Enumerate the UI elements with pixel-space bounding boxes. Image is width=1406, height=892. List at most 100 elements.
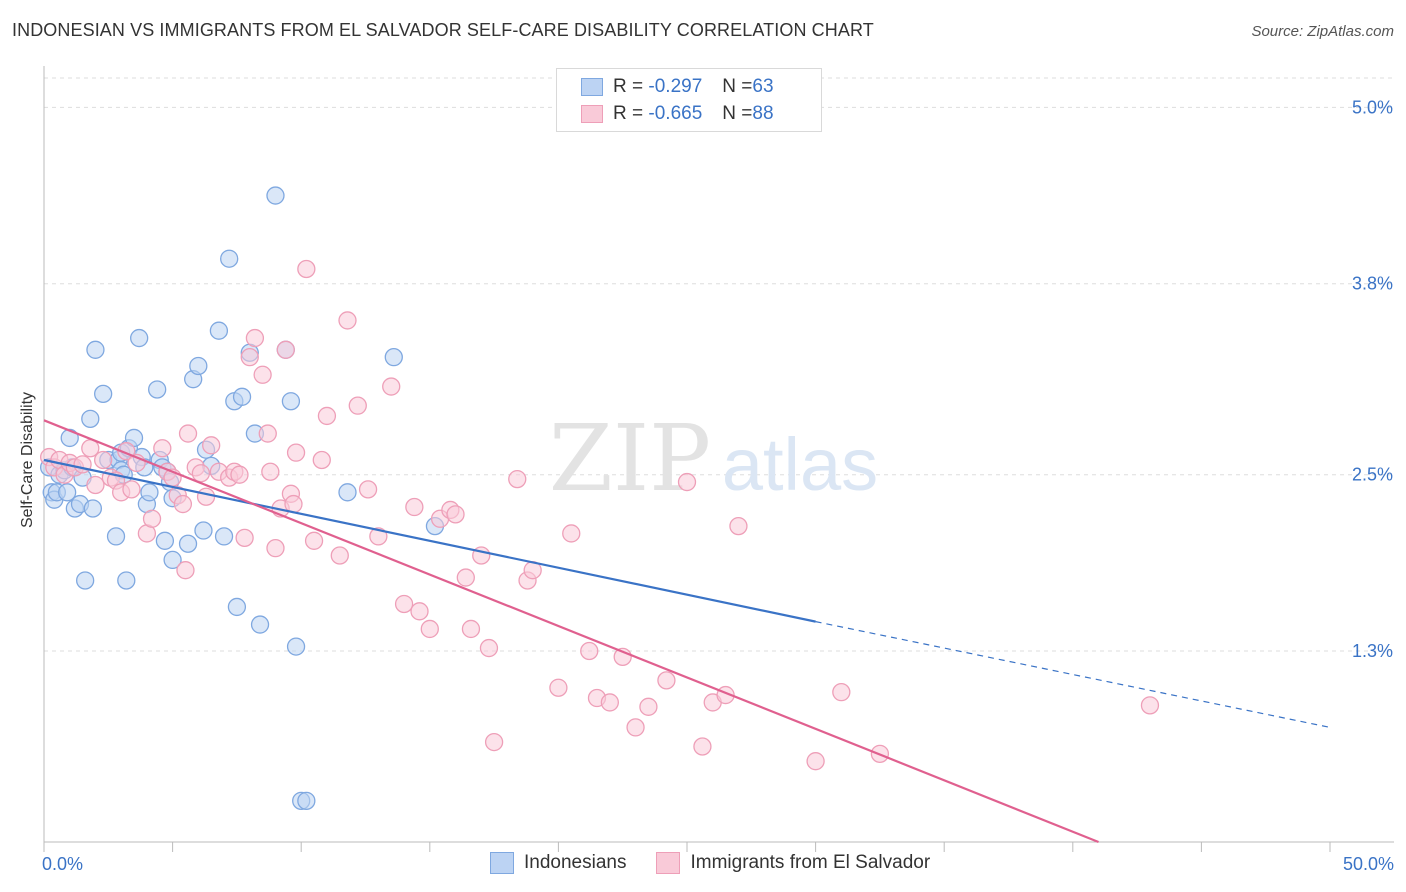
point-indonesians <box>194 521 213 540</box>
point-indonesians <box>384 348 403 367</box>
point-el-salvador <box>358 480 378 499</box>
point-el-salvador <box>600 693 619 712</box>
point-indonesians <box>106 527 126 546</box>
point-el-salvador <box>317 406 337 426</box>
point-el-salvador <box>286 443 306 462</box>
point-el-salvador <box>142 509 162 528</box>
point-el-salvador <box>508 469 527 489</box>
point-indonesians <box>57 483 77 502</box>
point-el-salvador <box>580 641 599 661</box>
x-tick-label: 0.0% <box>42 854 83 874</box>
watermark: ZIP atlas <box>549 405 878 512</box>
legend-label-el-salvador: Immigrants from El Salvador <box>690 852 931 873</box>
point-el-salvador <box>479 638 499 658</box>
stats-r-label: R = <box>613 103 644 124</box>
point-el-salvador <box>394 594 414 614</box>
trend-line-indonesians-extension <box>815 621 1331 728</box>
point-indonesians <box>220 249 239 268</box>
point-el-salvador <box>693 737 712 756</box>
y-tick-label: 1.3% <box>1352 641 1393 661</box>
point-indonesians <box>286 637 306 656</box>
point-el-salvador <box>253 365 272 384</box>
stats-n-label: N = <box>722 76 753 97</box>
point-el-salvador <box>639 697 658 716</box>
point-el-salvador <box>235 528 254 548</box>
point-indonesians <box>297 791 316 811</box>
point-el-salvador <box>549 678 568 697</box>
legend-swatch-el-salvador <box>656 852 681 874</box>
legend: Indonesians Immigrants from El Salvador <box>490 852 960 874</box>
legend-item-el-salvador[interactable]: Immigrants from El Salvador <box>656 852 930 874</box>
point-el-salvador <box>312 450 331 470</box>
trend-line-el-salvador <box>43 419 1099 844</box>
y-tick-label: 5.0% <box>1352 97 1393 117</box>
point-el-salvador <box>405 497 424 517</box>
point-el-salvador <box>153 439 172 458</box>
point-el-salvador <box>276 340 295 359</box>
point-el-salvador <box>832 682 851 702</box>
stats-box: R = -0.297 N = 63 R = -0.665 N = 88 <box>556 68 822 132</box>
point-el-salvador <box>191 464 211 483</box>
point-el-salvador <box>297 259 316 279</box>
stats-swatch-indonesians <box>581 78 603 96</box>
point-indonesians <box>227 597 247 617</box>
point-el-salvador <box>122 480 141 499</box>
point-el-salvador <box>245 328 265 348</box>
point-el-salvador <box>196 487 216 506</box>
point-indonesians <box>338 483 357 502</box>
point-indonesians <box>130 328 149 348</box>
point-el-salvador <box>369 527 388 546</box>
point-el-salvador <box>266 539 285 558</box>
stats-r-value: -0.297 <box>648 76 703 97</box>
point-indonesians <box>250 615 270 634</box>
stats-row-el-salvador: R = -0.665 N = 88 <box>581 101 774 127</box>
trend-lines <box>43 419 1331 844</box>
y-tick-label: 3.8% <box>1352 274 1393 294</box>
point-indonesians <box>86 340 105 359</box>
point-el-salvador <box>230 465 249 484</box>
stats-row-indonesians: R = -0.297 N = 63 <box>581 74 774 100</box>
point-el-salvador <box>677 472 697 492</box>
trend-line-indonesians <box>43 458 816 623</box>
point-el-salvador <box>240 348 259 367</box>
point-el-salvador <box>657 671 676 690</box>
point-indonesians <box>155 531 175 550</box>
stats-n-label: N = <box>722 103 753 124</box>
point-indonesians <box>148 380 167 399</box>
axes <box>43 66 1394 852</box>
point-el-salvador <box>382 377 401 396</box>
point-indonesians <box>140 483 159 502</box>
point-indonesians <box>281 392 301 411</box>
data-points <box>39 186 1160 811</box>
point-el-salvador <box>420 619 439 639</box>
point-el-salvador <box>410 602 429 621</box>
watermark-atlas: atlas <box>722 423 878 506</box>
point-indonesians <box>178 534 198 553</box>
point-el-salvador <box>94 450 113 470</box>
point-indonesians <box>209 321 229 340</box>
point-el-salvador <box>258 424 277 443</box>
point-el-salvador <box>261 462 280 481</box>
point-el-salvador <box>86 475 105 495</box>
legend-item-indonesians[interactable]: Indonesians <box>490 852 626 874</box>
point-indonesians <box>94 384 113 404</box>
point-el-salvador <box>461 619 481 639</box>
x-tick-label: 50.0% <box>1343 854 1394 874</box>
point-indonesians <box>214 527 234 546</box>
point-el-salvador <box>1140 696 1160 715</box>
legend-label-indonesians: Indonesians <box>524 852 627 873</box>
point-el-salvador <box>202 436 221 455</box>
source-label: Source: ZipAtlas.com <box>1251 23 1394 40</box>
point-el-salvador <box>729 516 748 536</box>
point-el-salvador <box>446 505 465 524</box>
point-el-salvador <box>626 718 645 737</box>
point-indonesians <box>232 387 252 406</box>
tick-labels: 1.3% 2.5% 3.8% 5.0% 0.0% 50.0% <box>42 97 1394 874</box>
point-el-salvador <box>330 546 349 565</box>
point-indonesians <box>81 409 100 429</box>
point-el-salvador <box>173 494 193 514</box>
point-el-salvador <box>348 396 367 415</box>
point-indonesians <box>117 571 136 590</box>
point-indonesians <box>76 571 95 590</box>
